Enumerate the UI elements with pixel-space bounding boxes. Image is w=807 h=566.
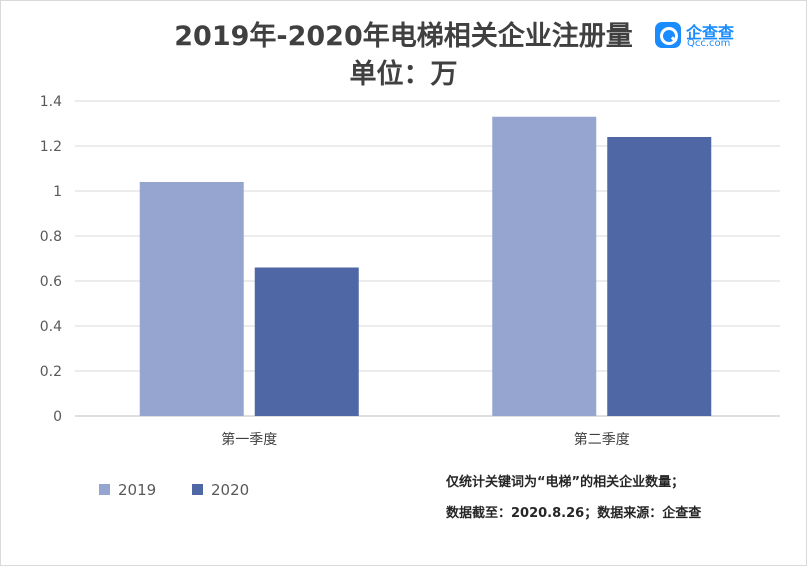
logo-cn-text: 企查查 (686, 23, 735, 42)
y-tick-label: 1 (53, 184, 62, 200)
qcc-logo: 企查查 Qcc.com (655, 22, 765, 50)
legend-swatch-2019 (99, 484, 110, 495)
chart-subtitle: 单位：万 (349, 59, 458, 90)
legend-item-2020: 2020 (192, 481, 249, 499)
legend-item-2019: 2019 (99, 481, 156, 499)
y-tick-label: 1.4 (40, 94, 62, 110)
bar-2020-q2 (607, 137, 712, 416)
logo-en-text: Qcc.com (687, 38, 731, 49)
y-tick-label: 0.2 (40, 364, 62, 380)
y-tick-label: 0 (53, 409, 62, 425)
footnote-scope: 仅统计关键词为“电梯”的相关企业数量； (446, 475, 685, 490)
x-tick-label: 第二季度 (574, 431, 630, 448)
legend-swatch-2020 (192, 484, 203, 495)
x-tick-label: 第一季度 (221, 431, 277, 448)
y-tick-label: 0.8 (40, 229, 62, 245)
bar-2019-q1 (139, 182, 244, 416)
y-tick-label: 0.6 (40, 274, 62, 290)
legend-label-2020: 2020 (211, 481, 250, 499)
y-tick-label: 0.4 (40, 319, 62, 335)
legend-label-2019: 2019 (118, 481, 157, 499)
chart-title: 2019年-2020年电梯相关企业注册量 (174, 21, 633, 52)
y-tick-label: 1.2 (40, 139, 62, 155)
bar-2020-q1 (254, 267, 359, 416)
footnote-source: 数据截至：2020.8.26；数据来源：企查查 (446, 506, 702, 521)
bar-2019-q2 (492, 116, 597, 416)
qcc-logo-icon (655, 22, 681, 48)
